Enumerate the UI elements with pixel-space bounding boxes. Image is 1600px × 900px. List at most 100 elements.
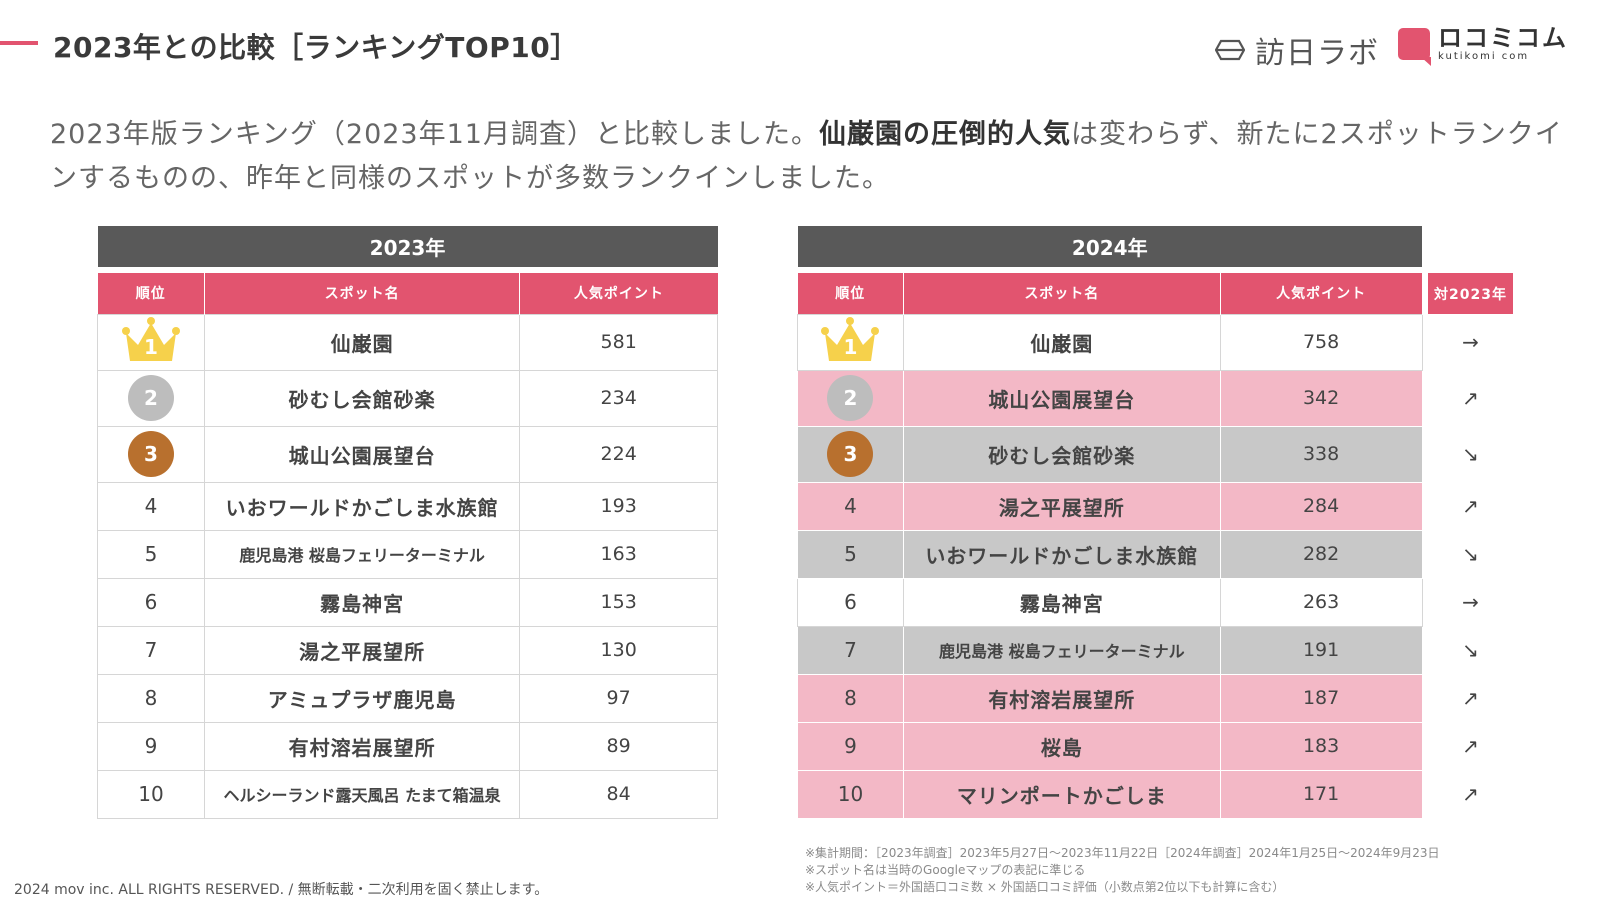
trend-flat-arrow-icon: → bbox=[1428, 314, 1513, 370]
rank-cell: 2 bbox=[97, 369, 205, 427]
copyright-footer: 2024 mov inc. ALL RIGHTS RESERVED. / 無断転… bbox=[14, 882, 549, 898]
spot-name: ヘルシーランド露天風呂 たまて箱温泉 bbox=[203, 769, 521, 819]
table-row: 8 アミュプラザ鹿児島 97 bbox=[97, 673, 718, 723]
popularity-points: 284 bbox=[1219, 481, 1423, 531]
kuchikomi-wordmark-en: kutikomi com bbox=[1438, 51, 1530, 62]
table-row: 8 有村溶岩展望所 187 ↗ bbox=[797, 673, 1513, 723]
footnote-points-formula: ※人気ポイント＝外国語口コミ数 × 外国語口コミ評価（小数点第2位以下も計算に含… bbox=[805, 880, 1285, 894]
header-spot: スポット名 bbox=[204, 273, 521, 314]
table-row: 4 いおワールドかごしま水族館 193 bbox=[97, 481, 718, 531]
silver-medal-icon: 2 bbox=[827, 375, 874, 421]
intro-highlight: 仙巌園の圧倒的人気 bbox=[818, 119, 1071, 150]
table-row: 2 砂むし会館砂楽 234 bbox=[97, 369, 718, 427]
spot-name: 鹿児島港 桜島フェリーターミナル bbox=[902, 625, 1221, 675]
rank-cell: 5 bbox=[97, 529, 205, 579]
spot-name: 有村溶岩展望所 bbox=[203, 721, 521, 771]
ranking-table-2023: 2023年 順位 スポット名 人気ポイント 1 仙巌園 581 2 砂むし会館砂楽 234… bbox=[97, 226, 718, 819]
spot-name: 霧島神宮 bbox=[203, 577, 521, 627]
popularity-points: 130 bbox=[519, 625, 718, 675]
popularity-points: 263 bbox=[1219, 577, 1423, 627]
spot-name: 鹿児島港 桜島フェリーターミナル bbox=[203, 529, 521, 579]
popularity-points: 153 bbox=[519, 577, 718, 627]
popularity-points: 171 bbox=[1219, 769, 1423, 819]
popularity-points: 163 bbox=[519, 529, 718, 579]
rank-number: 1 bbox=[843, 334, 858, 359]
popularity-points: 193 bbox=[519, 481, 718, 531]
popularity-points: 234 bbox=[519, 369, 718, 427]
header-spot: スポット名 bbox=[903, 273, 1221, 314]
spot-name: いおワールドかごしま水族館 bbox=[902, 529, 1221, 579]
table-row: 9 桜島 183 ↗ bbox=[797, 721, 1513, 771]
table-row: 10 ヘルシーランド露天風呂 たまて箱温泉 84 bbox=[97, 769, 718, 819]
rank-cell: 6 bbox=[797, 577, 904, 627]
kuchikomi-mark-icon bbox=[1398, 28, 1431, 66]
rank-cell: 9 bbox=[797, 721, 904, 771]
spot-name: 有村溶岩展望所 bbox=[902, 673, 1221, 723]
rank-cell: 5 bbox=[797, 529, 904, 579]
rank-cell: 9 bbox=[97, 721, 205, 771]
ranking-table-2024: 2024年 順位 スポット名 人気ポイント 対2023年 1 仙巌園 758 → 2 城山… bbox=[797, 226, 1513, 819]
spot-name: 霧島神宮 bbox=[902, 577, 1221, 627]
title-accent-bar bbox=[0, 41, 38, 45]
spot-name: 桜島 bbox=[902, 721, 1221, 771]
popularity-points: 581 bbox=[519, 313, 718, 371]
rank-cell: 10 bbox=[97, 769, 205, 819]
trend-flat-arrow-icon: → bbox=[1428, 578, 1513, 626]
table-row: 1 仙巌園 581 bbox=[97, 313, 718, 371]
table-row: 3 砂むし会館砂楽 338 ↘ bbox=[797, 425, 1513, 483]
rank-cell: 8 bbox=[797, 673, 904, 723]
spot-name: 城山公園展望台 bbox=[203, 425, 521, 483]
trend-up-arrow-icon: ↗ bbox=[1428, 722, 1513, 770]
intro-part2: は変わらず、新たに2スポットランクインするものの、昨年と同様のスポットが多数ラン… bbox=[50, 119, 1563, 194]
popularity-points: 84 bbox=[519, 769, 718, 819]
popularity-points: 89 bbox=[519, 721, 718, 771]
bronze-medal-icon: 3 bbox=[127, 431, 174, 477]
rank-cell: 6 bbox=[97, 577, 205, 627]
rank-cell: 7 bbox=[97, 625, 205, 675]
table-row: 5 いおワールドかごしま水族館 282 ↘ bbox=[797, 529, 1513, 579]
footnote-period: ※集計期間：［2023年調査］2023年5月27日〜2023年11月22日［20… bbox=[805, 846, 1440, 860]
table-row: 1 仙巌園 758 → bbox=[797, 313, 1513, 371]
kuchikomi-wordmark: ロコミコム bbox=[1438, 24, 1568, 52]
table-row: 4 湯之平展望所 284 ↗ bbox=[797, 481, 1513, 531]
houjin-lab-logo: 訪日ラボ bbox=[1215, 28, 1379, 72]
rank-cell: 1 bbox=[797, 313, 904, 371]
popularity-points: 342 bbox=[1219, 369, 1423, 427]
table-row: 7 湯之平展望所 130 bbox=[97, 625, 718, 675]
popularity-points: 97 bbox=[519, 673, 718, 723]
table-row: 6 霧島神宮 263 → bbox=[797, 577, 1513, 627]
table-row: 7 鹿児島港 桜島フェリーターミナル 191 ↘ bbox=[797, 625, 1513, 675]
spot-name: 仙巌園 bbox=[902, 313, 1221, 371]
popularity-points: 224 bbox=[519, 425, 718, 483]
houjin-lab-wordmark: 訪日ラボ bbox=[1255, 36, 1379, 71]
header-points: 人気ポイント bbox=[1220, 273, 1423, 314]
header-points: 人気ポイント bbox=[519, 273, 718, 314]
footnotes: ※集計期間：［2023年調査］2023年5月27日〜2023年11月22日［20… bbox=[805, 845, 1440, 896]
trend-up-arrow-icon: ↗ bbox=[1428, 770, 1513, 818]
rank-cell: 3 bbox=[97, 425, 205, 483]
header-rank: 順位 bbox=[797, 273, 904, 314]
popularity-points: 187 bbox=[1219, 673, 1423, 723]
houjin-lab-icon bbox=[1215, 39, 1245, 61]
gold-crown-icon: 1 bbox=[118, 315, 184, 365]
rank-cell: 3 bbox=[797, 425, 904, 483]
rank-cell: 8 bbox=[97, 673, 205, 723]
popularity-points: 338 bbox=[1219, 425, 1423, 483]
rank-cell: 1 bbox=[97, 313, 205, 371]
trend-up-arrow-icon: ↗ bbox=[1428, 674, 1513, 722]
silver-medal-icon: 2 bbox=[127, 375, 174, 421]
gold-crown-icon: 1 bbox=[817, 315, 883, 365]
spot-name: アミュプラザ鹿児島 bbox=[203, 673, 521, 723]
rank-cell: 7 bbox=[797, 625, 904, 675]
kuchikomi-logo: ロコミコム kutikomi com bbox=[1398, 24, 1568, 66]
spot-name: マリンポートかごしま bbox=[902, 769, 1221, 819]
table-row: 2 城山公園展望台 342 ↗ bbox=[797, 369, 1513, 427]
spot-name: 湯之平展望所 bbox=[203, 625, 521, 675]
spot-name: 城山公園展望台 bbox=[902, 369, 1221, 427]
trend-down-arrow-icon: ↘ bbox=[1428, 626, 1513, 674]
bronze-medal-icon: 3 bbox=[827, 431, 874, 477]
rank-cell: 4 bbox=[797, 481, 904, 531]
spot-name: 砂むし会館砂楽 bbox=[902, 425, 1221, 483]
table-row: 6 霧島神宮 153 bbox=[97, 577, 718, 627]
trend-up-arrow-icon: ↗ bbox=[1428, 370, 1513, 426]
